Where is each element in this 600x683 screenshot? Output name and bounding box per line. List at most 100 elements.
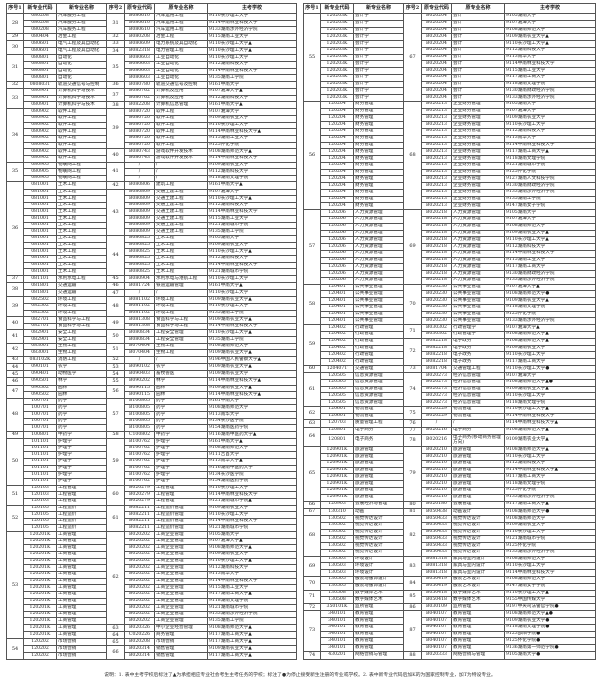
new-code-cell: 100701 (23, 424, 57, 432)
new-name-cell: 教育管理 (353, 637, 404, 646)
new-name-cell: 工程造价 (56, 517, 107, 526)
new-name-cell: 网络营销与管理 (353, 650, 404, 661)
seq2-cell: 87 (403, 610, 422, 652)
table-row: 43 083102K 消防工程 52//9196中国人民警察大学▲ (6, 356, 297, 365)
new-code-cell: 080902 (23, 154, 57, 163)
old-name-cell: 企业财务管理 (451, 121, 505, 129)
old-code-cell: B090115 (124, 391, 155, 399)
old-code-cell: B080610 (124, 19, 155, 28)
old-code-cell: B080809 (124, 201, 155, 210)
old-name-cell: 企业财务管理 (451, 188, 505, 197)
new-name-cell: 环境设计 (353, 569, 404, 577)
old-name-cell: 服装艺术设计 (451, 582, 505, 591)
new-code-cell: 080902 (23, 141, 57, 150)
old-code-cell: B082211 (124, 511, 155, 519)
old-name-cell: 经济信息管理 (451, 385, 505, 394)
new-name-cell: 会计学 (353, 94, 404, 102)
old-name-cell: 工程造价管理 (154, 517, 208, 526)
new-name-cell: 会计学 (353, 60, 404, 69)
new-name-cell: 财务管理 (353, 100, 404, 109)
new-code-cell: 350101K (320, 603, 354, 612)
new-name-cell: 数字媒体艺术 (353, 589, 404, 598)
new-name-cell: 电气工程及其自动化 (56, 47, 107, 56)
old-code-cell: / (421, 419, 452, 428)
table-row: 120201K 工商管理 B020202 工商企业管理 9133湖南涉外经济学院 (7, 610, 297, 619)
old-code-cell: B020204 (421, 80, 452, 89)
new-code-cell: 082502 (23, 309, 57, 318)
new-code-cell: 080601 (23, 40, 57, 49)
new-name-cell: 工程造价 (56, 511, 107, 519)
new-code-cell: 081001 (23, 241, 57, 250)
old-name-cell: 工程造价管理 (154, 524, 208, 533)
new-name-cell: 市场营销 (56, 652, 107, 660)
new-code-cell: 080902 (23, 121, 57, 130)
new-code-cell: 083001 (23, 349, 57, 358)
old-name-cell: 会计 (451, 19, 505, 28)
new-code-cell: 101101 (23, 458, 57, 466)
old-code-cell: B080762 (124, 88, 155, 96)
new-name-cell: 工商管理 (56, 631, 107, 640)
old-name-cell: 工程安全管理 (154, 329, 208, 338)
new-name-cell: 软件工程 (56, 148, 107, 156)
old-name-cell: 药学 (154, 424, 208, 432)
old-name-cell: 企业财务管理 (451, 155, 505, 163)
table-row: 082701 食品科学与工程 B081308 食品科学与工程 9114中南林业科技大学 (7, 322, 297, 331)
old-code-cell: B090403 (124, 370, 155, 379)
school-cell: 9113南华大学 (207, 411, 297, 419)
new-code-cell: 130310 (320, 507, 354, 517)
old-code-cell: B080809 (124, 215, 155, 223)
new-name-cell: 人力资源管理 (353, 236, 404, 245)
new-code-cell: 130508 (320, 596, 354, 605)
old-name-cell: 会计 (451, 26, 505, 35)
table-row: 080902 软件工程 B080720 软件工程 9109湖南农业大学 (7, 115, 297, 123)
table-row: 080902 软件工程 B080720 软件工程 9114中南林业科技大学▲ (7, 128, 297, 136)
new-name-cell: 药学 (56, 417, 107, 426)
header-school: 主考学校 (207, 3, 297, 14)
old-name-cell: 护理学 (154, 478, 208, 486)
table-row: 120204 财务管理 B020213 企业财务管理 9114中南林业科技大学 (304, 141, 596, 150)
school-cell: 9112湖南科技大学 (207, 254, 297, 263)
old-code-cell: / (124, 161, 155, 170)
old-code-cell: B080809 (124, 208, 155, 217)
new-name-cell: 工商管理 (56, 531, 107, 539)
seq1-cell: 53 (6, 531, 24, 640)
school-cell: 9110长沙理工大学 (504, 392, 596, 401)
old-name-cell: 软件工程 (154, 134, 208, 143)
school-cell: 9110长沙理工大学▲ (504, 40, 596, 48)
new-code-cell: 080801 (23, 67, 57, 76)
new-name-cell: 行政管理 (353, 331, 404, 339)
new-name-cell: 数字媒体艺术 (353, 596, 404, 605)
old-name-cell: 视觉传达设计 (451, 521, 505, 530)
old-code-cell: B081308 (124, 322, 155, 331)
seq2-cell: 70 (403, 283, 422, 326)
new-name-cell: 自动化 (56, 74, 107, 82)
new-name-cell: 土木工程 (56, 241, 107, 250)
seq2-cell: 34 (106, 47, 125, 56)
old-code-cell: B080806 (124, 181, 155, 190)
new-name-cell: 会计学 (353, 67, 404, 75)
old-code-cell: B020326 (124, 624, 155, 633)
seq2-cell: 35 (106, 54, 125, 82)
table-row: 081001 土木工程 B080825 土木工程 9110长沙理工大学▲ (7, 248, 297, 256)
school-cell: 9117湖南工商大学 (504, 73, 596, 82)
new-code-cell: 340101 (320, 630, 354, 639)
table-row: 080901 计算机科学与技术 38 B082208 计算机信息管理 9161中南大学▲ (7, 101, 297, 110)
school-cell: 9114中南林业科技大学 (207, 491, 297, 499)
school-cell: 9115湖南工业大学 (207, 32, 297, 42)
new-code-cell: 120204 (320, 161, 354, 170)
new-name-cell: 财务管理 (353, 195, 404, 204)
new-code-cell: 080902 (23, 148, 57, 156)
old-code-cell: B020213 (421, 114, 452, 123)
old-code-cell: B080603 (124, 74, 155, 82)
old-code-cell: B020202 (124, 597, 155, 606)
school-cell: 9161中南大学 (207, 80, 297, 89)
old-name-cell: 软件工程 (154, 128, 208, 136)
new-code-cell: 120201K (23, 577, 57, 586)
table-row: 080902 软件工程 B080743 游戏软件开发技术 9114中南林业科技大学 (7, 154, 297, 163)
new-name-cell: 计算机科学与技术 (56, 101, 107, 110)
new-code-cell: 101101 (23, 438, 57, 446)
seq2-cell: 79 (403, 446, 422, 502)
school-cell: 9117湖南工商大学▲ (207, 638, 297, 647)
table-row: 37 081101 水利水电工程 45 B080904 水利水电与港航工程 9110长沙理工… (6, 274, 297, 284)
new-name-cell: 旅游管理 (353, 466, 404, 475)
